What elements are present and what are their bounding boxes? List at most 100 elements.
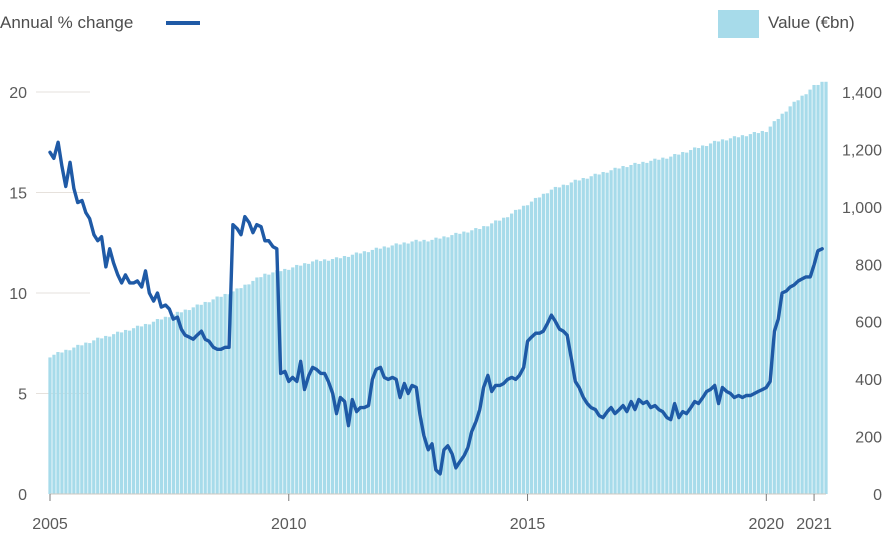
bar xyxy=(625,167,629,494)
bar xyxy=(123,329,128,494)
bar xyxy=(677,154,681,495)
bar xyxy=(52,354,56,494)
bar xyxy=(430,239,434,494)
bar xyxy=(72,347,76,494)
bar xyxy=(151,321,156,494)
bar xyxy=(171,314,175,494)
bar xyxy=(64,349,68,494)
bar xyxy=(291,267,295,494)
bar xyxy=(203,301,207,494)
legend: Annual % change Value (€bn) xyxy=(0,10,855,38)
bar xyxy=(386,247,390,494)
bar xyxy=(720,139,725,494)
bar xyxy=(498,220,502,494)
bar xyxy=(796,100,800,494)
legend-bar-swatch xyxy=(718,10,759,38)
bar xyxy=(159,319,164,494)
line-series xyxy=(48,140,824,476)
bar xyxy=(708,143,713,494)
bar xyxy=(442,236,446,494)
bar xyxy=(768,126,772,494)
bar xyxy=(84,342,88,494)
x-tick-label: 2010 xyxy=(271,516,307,533)
bar xyxy=(354,252,359,494)
bar xyxy=(394,243,398,494)
bar xyxy=(577,180,581,494)
bar xyxy=(100,338,104,494)
bar xyxy=(621,166,625,494)
bar xyxy=(685,152,689,495)
bar xyxy=(657,159,661,494)
bar xyxy=(649,160,653,495)
bar xyxy=(76,344,80,494)
bar xyxy=(557,187,561,494)
bar xyxy=(231,291,235,494)
bar xyxy=(689,150,693,494)
bar xyxy=(740,135,745,494)
bar xyxy=(474,228,478,494)
bar xyxy=(486,226,490,494)
bar xyxy=(812,84,816,495)
bar xyxy=(179,312,183,494)
bar xyxy=(704,146,709,494)
bar xyxy=(617,168,621,495)
bar xyxy=(108,336,112,494)
bar xyxy=(127,330,132,494)
bar xyxy=(382,246,386,494)
bar xyxy=(199,304,203,494)
bar xyxy=(155,319,160,494)
bar xyxy=(629,164,633,495)
bar xyxy=(820,81,824,495)
bar xyxy=(521,205,526,494)
bar xyxy=(223,293,227,494)
bar xyxy=(366,252,370,494)
bar xyxy=(271,272,275,494)
bar xyxy=(716,141,721,494)
bar xyxy=(470,230,474,494)
bar xyxy=(311,261,315,494)
bar xyxy=(279,271,283,494)
bar xyxy=(116,331,120,494)
bar xyxy=(593,173,597,494)
bar xyxy=(243,284,247,494)
bar xyxy=(334,257,339,494)
bar xyxy=(92,340,96,494)
bar xyxy=(609,170,613,494)
bar xyxy=(788,106,792,495)
y-right-tick-label: 800 xyxy=(855,257,882,274)
y-right-tick-label: 200 xyxy=(855,430,882,447)
bar xyxy=(776,118,780,494)
bar xyxy=(450,235,454,494)
bar xyxy=(772,121,776,494)
bar xyxy=(808,89,812,495)
bar xyxy=(215,296,219,494)
bar xyxy=(183,309,187,494)
bar xyxy=(466,232,470,494)
bar xyxy=(60,352,64,494)
bar xyxy=(267,274,271,494)
bar xyxy=(637,163,641,494)
bar xyxy=(299,265,303,494)
bar xyxy=(410,241,414,494)
bar xyxy=(342,256,347,494)
y-right-tick-label: 1,400 xyxy=(842,85,882,102)
bar xyxy=(104,335,108,494)
bar xyxy=(462,231,466,494)
bar xyxy=(454,232,458,494)
bar xyxy=(800,95,804,495)
bar xyxy=(792,101,796,495)
bar xyxy=(227,294,231,494)
bar xyxy=(112,334,116,494)
bar-series xyxy=(48,81,828,495)
bar xyxy=(259,277,263,494)
bar xyxy=(816,84,820,494)
y-left-tick-label: 20 xyxy=(9,85,27,102)
bar xyxy=(824,81,828,494)
bar xyxy=(195,304,199,494)
bar xyxy=(255,277,259,494)
bar xyxy=(426,241,430,494)
bar xyxy=(131,328,136,494)
bar xyxy=(756,133,760,494)
y-right-tick-label: 600 xyxy=(855,315,882,332)
